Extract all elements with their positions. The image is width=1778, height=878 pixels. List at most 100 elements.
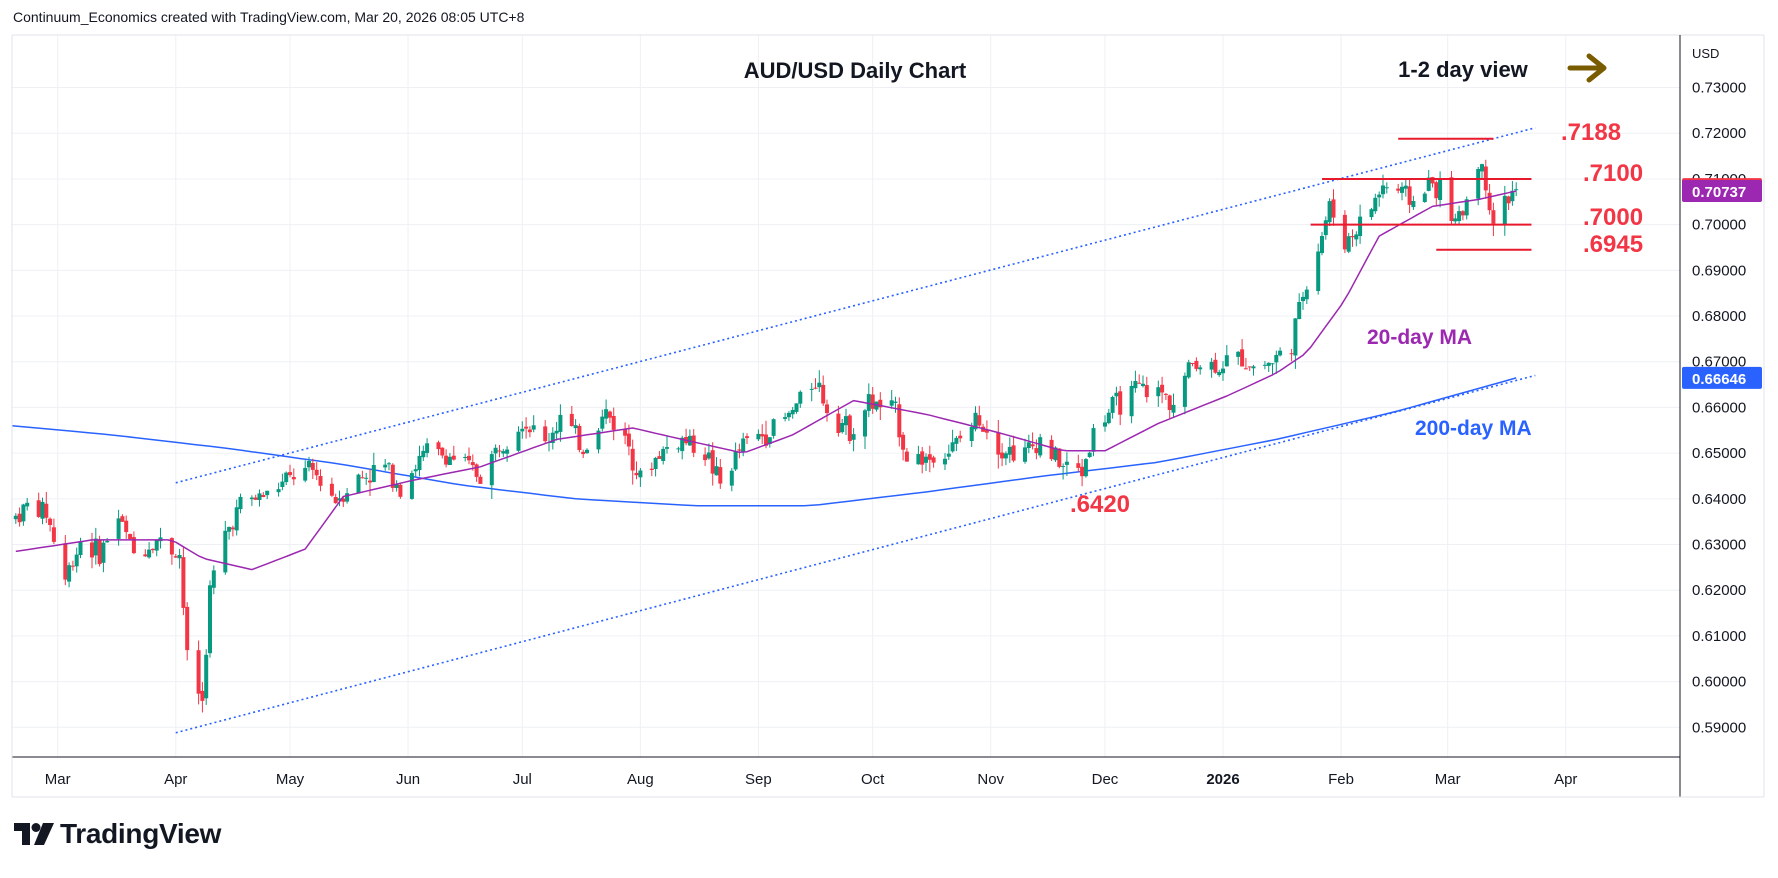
candle-body-93 [505, 449, 510, 454]
candle-body-138 [745, 436, 749, 438]
candles-layer [13, 159, 1519, 713]
candle-body-122 [661, 448, 666, 461]
candle-body-261 [1403, 185, 1408, 189]
candle-body-92 [501, 451, 506, 454]
candle-body-66 [364, 477, 369, 479]
candle-body-27 [154, 540, 159, 551]
candle-body-228 [1224, 355, 1229, 367]
candle-body-37 [208, 585, 212, 654]
candle-body-264 [1422, 193, 1427, 202]
candle-body-245 [1320, 236, 1324, 253]
candle-body-132 [714, 466, 719, 476]
candle-body-45 [253, 497, 258, 500]
candle-body-60 [333, 497, 338, 504]
candle-body-234 [1262, 364, 1267, 366]
candle-body-80 [440, 447, 445, 456]
candle-body-165 [893, 401, 898, 403]
candle-body-84 [463, 457, 468, 458]
candle-body-274 [1476, 169, 1481, 199]
candle-body-25 [147, 549, 152, 558]
candle-body-146 [790, 410, 795, 415]
candle-body-22 [128, 534, 133, 539]
ma20-line [15, 190, 1517, 571]
level-label-7000: .7000 [1583, 204, 1643, 231]
candle-body-82 [447, 456, 452, 465]
candle-body-26 [150, 548, 155, 551]
candle-body-120 [653, 457, 658, 469]
candle-body-189 [1023, 447, 1027, 462]
time-axis[interactable]: Mar Apr May Jun Jul Aug Sep Oct Nov Dec 2026 Feb Mar… [45, 771, 1578, 788]
candle-body-221 [1190, 363, 1195, 364]
candle-body-23 [131, 537, 136, 554]
candle-body-51 [284, 472, 289, 483]
price-axis[interactable]: USD0.730000.720000.710000.700000.690000.… [1682, 46, 1762, 736]
candle-body-10 [67, 565, 72, 582]
annotations-layer: AUD/USD Daily Chart 1-2 day view 20-day … [744, 53, 1643, 518]
candle-body-129 [703, 454, 708, 461]
candle-body-18 [105, 540, 110, 543]
candle-body-171 [924, 456, 928, 463]
candle-body-111 [604, 409, 609, 419]
tradingview-logo-icon [14, 823, 54, 845]
candle-body-46 [257, 493, 262, 500]
candle-body-149 [809, 388, 814, 390]
candle-body-203 [1091, 428, 1096, 452]
candle-body-109 [596, 430, 601, 450]
candle-body-279 [1502, 195, 1507, 226]
tradingview-logo[interactable]: TradingView [14, 818, 221, 850]
candle-body-124 [676, 448, 681, 450]
candle-body-148 [798, 391, 803, 404]
candle-body-268 [1438, 178, 1443, 200]
candle-body-104 [569, 413, 574, 426]
candle-body-11 [70, 565, 75, 567]
candle-body-262 [1407, 186, 1412, 205]
candle-body-253 [1358, 216, 1363, 236]
candle-body-90 [493, 447, 498, 454]
candle-body-176 [950, 442, 955, 452]
candle-body-195 [1053, 447, 1058, 461]
candle-body-49 [276, 489, 281, 493]
candle-body-135 [733, 451, 738, 470]
candle-body-106 [577, 426, 582, 450]
candle-body-168 [904, 451, 909, 462]
candle-body-140 [760, 434, 765, 437]
levels-layer [1310, 137, 1532, 251]
candle-body-102 [554, 430, 559, 434]
candle-body-214 [1156, 387, 1161, 397]
candle-body-50 [280, 481, 285, 487]
candle-body-260 [1400, 186, 1404, 193]
candle-body-20 [120, 516, 125, 522]
candle-body-282 [1514, 189, 1519, 191]
candle-body-200 [1080, 466, 1085, 477]
candle-body-156 [844, 416, 848, 426]
y-tick-label-11: 0.62000 [1692, 582, 1746, 599]
candle-body-250 [1346, 236, 1351, 252]
candle-body-119 [649, 468, 654, 470]
candle-body-35 [200, 690, 205, 701]
candle-body-2 [21, 504, 26, 522]
candle-body-1 [17, 513, 22, 523]
x-tick-label-6: Sep [745, 771, 772, 788]
candle-body-202 [1087, 452, 1092, 457]
candle-body-237 [1274, 355, 1279, 363]
candle-body-174 [943, 458, 947, 465]
y-tick-label-3: 0.70000 [1692, 217, 1746, 234]
candle-body-77 [421, 450, 426, 458]
candle-body-61 [337, 498, 342, 501]
currency-label: USD [1692, 46, 1719, 61]
x-tick-label-4: Jul [513, 771, 532, 788]
candle-body-213 [1144, 385, 1149, 398]
candle-body-233 [1251, 366, 1256, 369]
candle-body-183 [984, 430, 989, 433]
candle-body-38 [211, 570, 216, 588]
x-tick-label-2: May [276, 771, 305, 788]
candle-body-103 [558, 414, 563, 432]
x-tick-label-11: Feb [1328, 771, 1354, 788]
y-tick-label-0: 0.73000 [1692, 80, 1746, 97]
candle-body-64 [356, 474, 361, 494]
candle-body-63 [345, 493, 350, 502]
candle-body-155 [840, 423, 845, 433]
candle-body-7 [48, 518, 53, 525]
